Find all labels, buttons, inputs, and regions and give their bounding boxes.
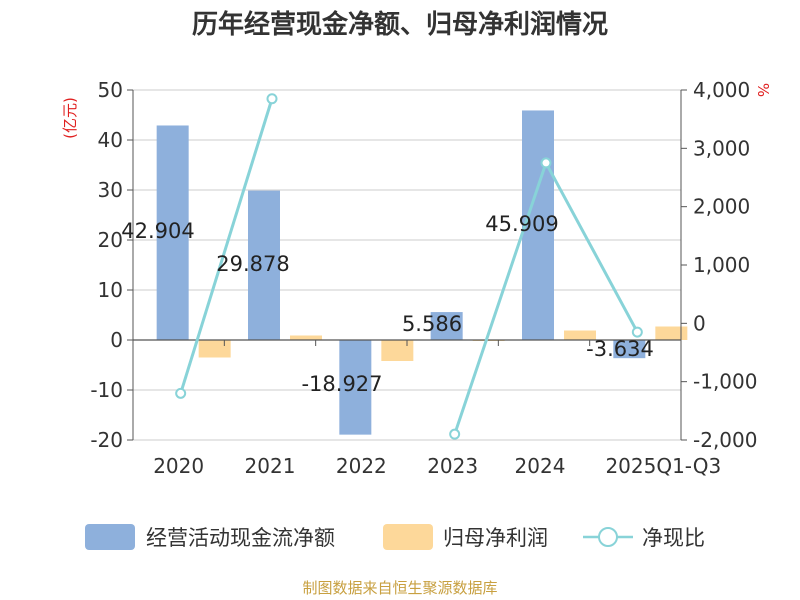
bar-group [156, 110, 688, 435]
y-left-tick-label: 30 [98, 178, 123, 202]
y-right-tick-label: 4,000 [693, 78, 750, 102]
data-label-cashflow: 5.586 [402, 312, 462, 336]
data-labels: 42.904 29.878 -18.927 5.586 45.909 -3.634 [121, 212, 654, 396]
bar-net-profit [564, 330, 596, 340]
data-label-cashflow: 42.904 [121, 219, 194, 243]
bar-cashflow [339, 340, 372, 435]
y-right-tick-label: 0 [693, 311, 706, 335]
x-tick-label: 2024 [515, 454, 566, 478]
bar-cashflow [522, 110, 554, 340]
ratio-point [631, 326, 643, 338]
y-right-tick-label: 3,000 [693, 136, 750, 160]
bar-net-profit [381, 340, 414, 361]
bar-cashflow [613, 340, 646, 359]
x-tick-label: 2025Q1-Q3 [605, 454, 721, 478]
legend-label-cashflow[interactable]: 经营活动现金流净额 [146, 526, 335, 550]
ratio-point [540, 157, 552, 169]
y-right-tick-label: -1,000 [693, 370, 757, 394]
data-label-cashflow: -18.927 [301, 372, 382, 396]
legend-swatch-ratio-marker [598, 527, 618, 547]
legend-swatch-cashflow [85, 524, 135, 550]
legend-label-ratio[interactable]: 净现比 [642, 526, 705, 550]
data-label-cashflow: -3.634 [586, 337, 654, 361]
y-right-tick-label: 1,000 [693, 253, 750, 277]
x-tick-label: 2022 [336, 454, 387, 478]
x-tick-label: 2020 [153, 454, 204, 478]
data-label-cashflow: 45.909 [485, 212, 558, 236]
y-left-tick-label: -10 [90, 378, 123, 402]
ratio-point [449, 428, 461, 440]
ratio-line-segment [179, 98, 274, 394]
bar-net-profit [655, 326, 688, 340]
chart-title: 历年经营现金净额、归母净利润情况 [192, 9, 608, 40]
y-right-unit-label: % [754, 83, 772, 97]
bar-cashflow [156, 125, 189, 340]
y-left-tick-label: 10 [98, 278, 123, 302]
source-note: 制图数据来自恒生聚源数据库 [302, 579, 497, 597]
x-tick-label: 2021 [245, 454, 296, 478]
gridlines [133, 89, 681, 441]
x-tick-label: 2023 [427, 454, 478, 478]
y-left-tick-label: 0 [110, 328, 123, 352]
y-right-tick-label: -2,000 [693, 428, 757, 452]
y-left-tick-label: 20 [98, 228, 123, 252]
y-left-unit-label: (亿元) [61, 97, 79, 139]
tick-labels: -20 -10 0 10 20 30 40 50 -2,000 -1,000 0 1,000 2,000… [90, 78, 757, 478]
bar-cashflow [248, 190, 280, 340]
bar-net-profit [290, 335, 322, 340]
y-left-tick-label: 40 [98, 128, 123, 152]
data-label-cashflow: 29.878 [216, 252, 289, 276]
y-left-tick-label: -20 [90, 428, 123, 452]
ratio-point [175, 387, 187, 399]
y-right-tick-label: 2,000 [693, 195, 750, 219]
ratio-line-group [175, 93, 643, 440]
bar-net-profit [198, 340, 231, 358]
ratio-point [266, 93, 278, 105]
legend-label-net-profit[interactable]: 归母净利润 [443, 526, 548, 550]
legend-swatch-net-profit [383, 524, 433, 550]
bar-cashflow [430, 312, 463, 340]
legend: 经营活动现金流净额 归母净利润 净现比 [85, 524, 705, 550]
axes [127, 89, 687, 441]
y-left-tick-label: 50 [98, 78, 123, 102]
